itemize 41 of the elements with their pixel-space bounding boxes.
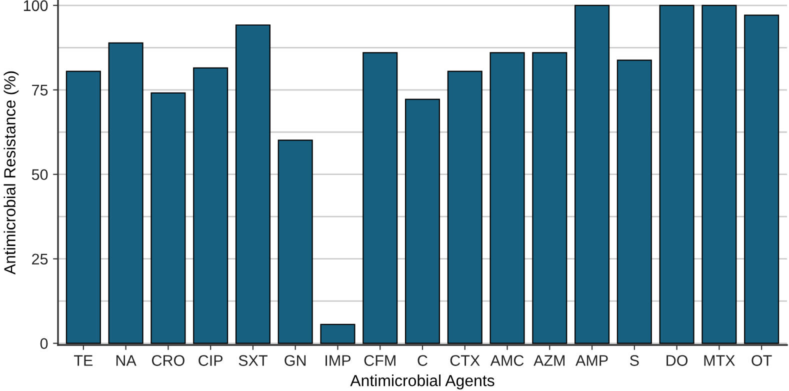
y-tick-label: 75 [32, 84, 48, 96]
bar [66, 70, 101, 344]
y-tick-label: 100 [24, 0, 48, 12]
x-tick-label: S [630, 355, 639, 366]
x-tick-label: AMP [576, 355, 608, 366]
y-tick-label: 25 [32, 254, 48, 265]
bar [744, 14, 780, 344]
bar [659, 4, 694, 344]
x-tick-label: TE [74, 355, 93, 366]
y-axis-title: Antimicrobial Resistance (%) [4, 71, 19, 275]
x-tick-label: MTX [704, 355, 735, 366]
x-axis-title: Antimicrobial Agents [350, 374, 494, 390]
bar [320, 324, 356, 344]
x-tick-label: DO [666, 355, 688, 366]
x-tick-label: IMP [326, 355, 351, 366]
x-tick-label: NA [116, 355, 136, 366]
bar [447, 70, 482, 344]
x-tick-label: SXT [238, 355, 268, 366]
y-tick-label: 0 [40, 338, 48, 349]
x-tick-label: GN [284, 355, 306, 366]
bar [532, 52, 568, 344]
y-tick-label: 50 [32, 169, 48, 180]
bar [490, 52, 525, 344]
x-tick-label: C [418, 355, 428, 366]
x-tick-label: CIP [198, 355, 223, 366]
bar [193, 67, 228, 344]
x-tick-label: OT [752, 355, 772, 366]
bar [702, 4, 737, 344]
x-tick-label: AZM [534, 355, 565, 366]
bar [235, 24, 270, 344]
x-tick-label: CFM [364, 355, 396, 366]
bar [404, 98, 440, 344]
x-tick-label: CTX [450, 355, 480, 366]
bar [150, 92, 186, 344]
x-tick-label: AMC [490, 355, 524, 366]
bar [616, 60, 652, 344]
bar [362, 52, 398, 344]
bar [108, 42, 144, 344]
x-tick-label: CRO [152, 355, 184, 366]
bar [574, 4, 610, 344]
bar [278, 140, 313, 344]
